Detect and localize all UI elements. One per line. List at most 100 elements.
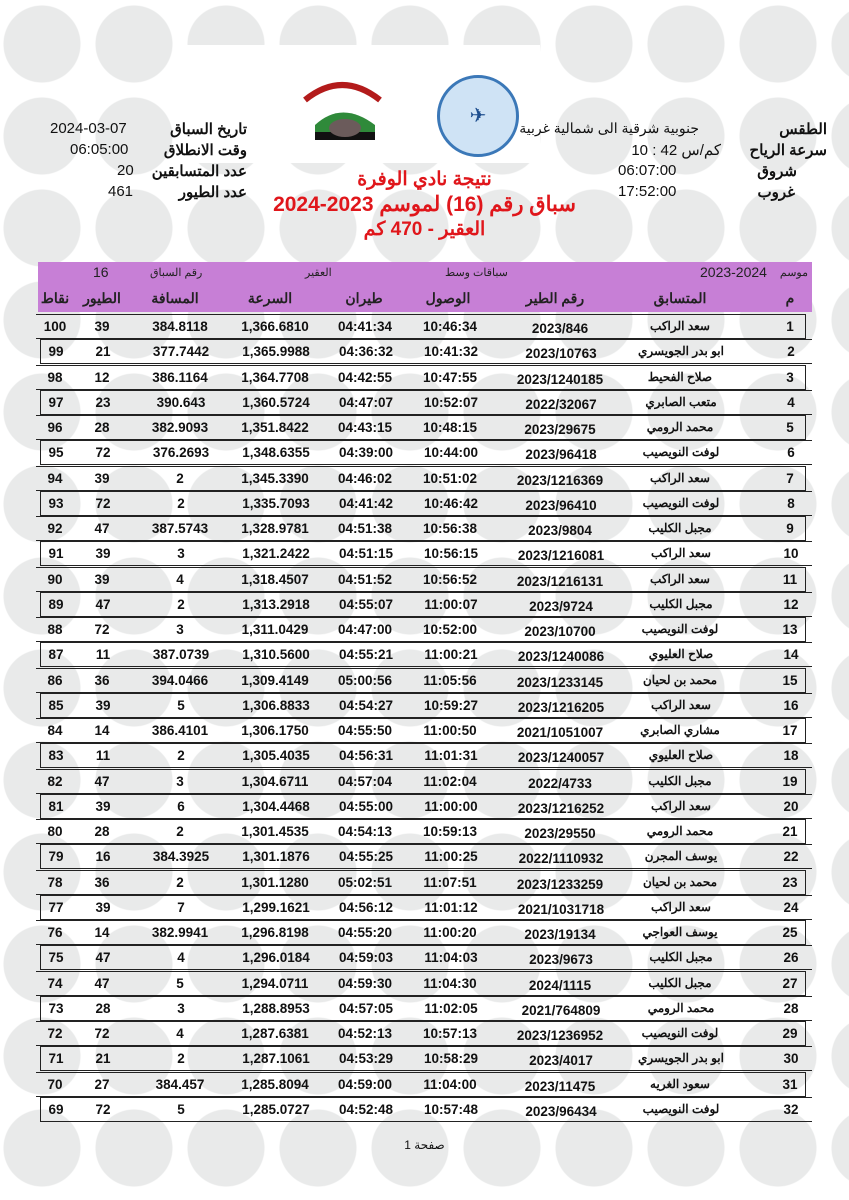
cell-rank: 3: [786, 369, 794, 385]
cell-speed: 1,301.1876: [242, 849, 310, 865]
cell-points: 78: [47, 874, 63, 890]
cell-name: ابو بدر الجويسري: [638, 1051, 724, 1066]
cell-birds: 39: [95, 697, 111, 713]
table-row: 32 لوفت النويصيب 2023/96434 10:57:48 04:52:4…: [40, 1096, 812, 1122]
table-row: 21 محمد الرومي 2023/29550 10:59:13 04:54:13 1…: [36, 819, 806, 844]
cell-name: يوسف المجرن: [644, 849, 718, 864]
cell-birds: 11: [95, 748, 111, 764]
cell-points: 82: [47, 773, 63, 789]
cell-points: 95: [48, 445, 64, 461]
cell-rank: 7: [786, 470, 794, 486]
cell-flight: 04:56:12: [338, 899, 394, 915]
cell-name: مشاري الصابري: [640, 723, 720, 737]
cell-speed: 1,310.5600: [242, 647, 310, 663]
cell-name: محمد الرومي: [646, 420, 714, 434]
cell-birds: 72: [95, 495, 111, 511]
start-time-value: 06:05:00: [70, 141, 129, 158]
cell-points: 80: [47, 824, 63, 839]
cell-rank: 25: [782, 925, 798, 940]
table-row: 16 سعد الراكب 2023/1216205 10:59:27 04:54:27…: [40, 692, 812, 718]
table-row: 15 محمد بن لحيان 2023/1233145 11:05:56 05:00…: [36, 667, 806, 693]
cell-flight: 04:51:15: [338, 546, 394, 562]
cell-birds: 16: [95, 849, 111, 865]
table-row: 11 سعد الراكب 2023/1216131 10:56:52 04:51:52…: [36, 566, 806, 592]
cell-flight: 04:54:27: [338, 697, 394, 713]
cell-ring: 2021/1031718: [517, 901, 605, 917]
cell-distance: 5: [177, 697, 185, 713]
table-row: 10 سعد الراكب 2023/1216081 10:56:15 04:51:15…: [40, 541, 812, 567]
cell-birds: 28: [95, 1000, 111, 1016]
cell-rank: 29: [782, 1026, 798, 1041]
table-row: 8 لوفت النويصيب 2023/96410 10:46:42 04:41:42…: [40, 490, 812, 516]
table-header-band: [38, 262, 812, 312]
cell-distance: 3: [176, 622, 184, 637]
cell-ring: 2023/1240086: [517, 649, 605, 665]
cell-ring: 2023/1233259: [516, 876, 604, 892]
cell-speed: 1,304.6711: [241, 773, 309, 789]
cell-birds: 47: [95, 596, 111, 612]
table-row: 29 لوفت النويصيب 2023/1236952 10:57:13 04:52…: [36, 1021, 806, 1046]
cell-distance: 7: [177, 899, 185, 915]
cell-speed: 1,296.8198: [241, 925, 309, 940]
cell-ring: 2022/4733: [528, 775, 592, 791]
cell-distance: 394.0466: [151, 672, 209, 688]
cell-points: 100: [43, 319, 67, 334]
race-category: سباقات وسط: [445, 267, 508, 279]
cell-ring: 2022/1110932: [518, 851, 604, 867]
cell-name: مجبل الكليب: [648, 773, 712, 788]
cell-points: 99: [48, 344, 64, 360]
page-number: صفحة 1: [404, 1138, 445, 1152]
cell-name: ابو بدر الجويسري: [638, 344, 724, 359]
table-row: 31 سعود الغريه 2023/11475 11:04:00 04:59:00 1…: [36, 1071, 806, 1097]
cell-points: 88: [47, 622, 63, 637]
cell-name: لوفت النويصيب: [641, 622, 719, 636]
cell-ring: 2023/96410: [525, 497, 597, 513]
cell-ring: 2023/29550: [524, 826, 596, 841]
cell-speed: 1,296.0184: [242, 950, 310, 966]
cell-flight: 04:36:32: [338, 344, 394, 360]
cell-name: محمد الرومي: [646, 824, 714, 838]
table-row: 19 مجبل الكليب 2022/4733 11:02:04 04:57:04 1,…: [36, 768, 806, 794]
cell-name: محمد الرومي: [647, 1000, 715, 1015]
cell-name: محمد بن لحيان: [642, 874, 718, 889]
table-row: 1 سعد الراكب 2023/846 10:46:34 04:41:34 1,366…: [36, 314, 806, 339]
cell-birds: 39: [95, 899, 111, 915]
cell-birds: 21: [95, 1051, 111, 1067]
cell-rank: 14: [783, 647, 799, 663]
cell-birds: 36: [94, 672, 110, 688]
cell-arrival: 10:51:02: [422, 470, 478, 486]
cell-distance: 2: [177, 748, 185, 764]
cell-rank: 11: [782, 571, 798, 587]
cell-rank: 6: [787, 445, 795, 461]
cell-birds: 47: [94, 975, 110, 991]
cell-points: 81: [48, 798, 64, 814]
cell-points: 83: [48, 748, 64, 764]
cell-points: 77: [48, 899, 64, 915]
cell-flight: 04:51:38: [337, 521, 393, 536]
cell-speed: 1,364.7708: [241, 369, 309, 385]
cell-ring: 2023/1216252: [517, 800, 605, 816]
cell-distance: 386.1164: [152, 369, 208, 385]
cell-points: 71: [48, 1051, 64, 1067]
cell-speed: 1,311.0429: [241, 622, 309, 637]
cell-flight: 05:02:51: [337, 874, 393, 890]
cell-flight: 04:47:07: [338, 394, 394, 410]
table-row: 9 مجبل الكليب 2023/9804 10:56:38 04:51:38 1,3…: [36, 516, 806, 541]
cell-flight: 04:55:07: [338, 596, 394, 612]
cell-ring: 2021/764809: [521, 1002, 601, 1018]
cell-birds: 39: [94, 571, 110, 587]
col-points: نقاط: [40, 290, 70, 306]
cell-name: متعب الصابري: [645, 394, 717, 409]
cell-distance: 384.3925: [152, 849, 210, 865]
race-date-label: تاريخ السباق: [170, 121, 247, 138]
cell-flight: 04:55:50: [337, 723, 393, 738]
cell-name: سعد الراكب: [651, 546, 711, 561]
cell-points: 69: [48, 1101, 64, 1117]
federation-logo: ✈: [437, 75, 519, 157]
cell-points: 70: [47, 1076, 63, 1092]
cell-flight: 04:41:42: [338, 495, 394, 511]
cell-points: 79: [48, 849, 64, 865]
sunrise-value: 06:07:00: [618, 162, 677, 179]
cell-speed: 1,306.1750: [241, 723, 309, 738]
